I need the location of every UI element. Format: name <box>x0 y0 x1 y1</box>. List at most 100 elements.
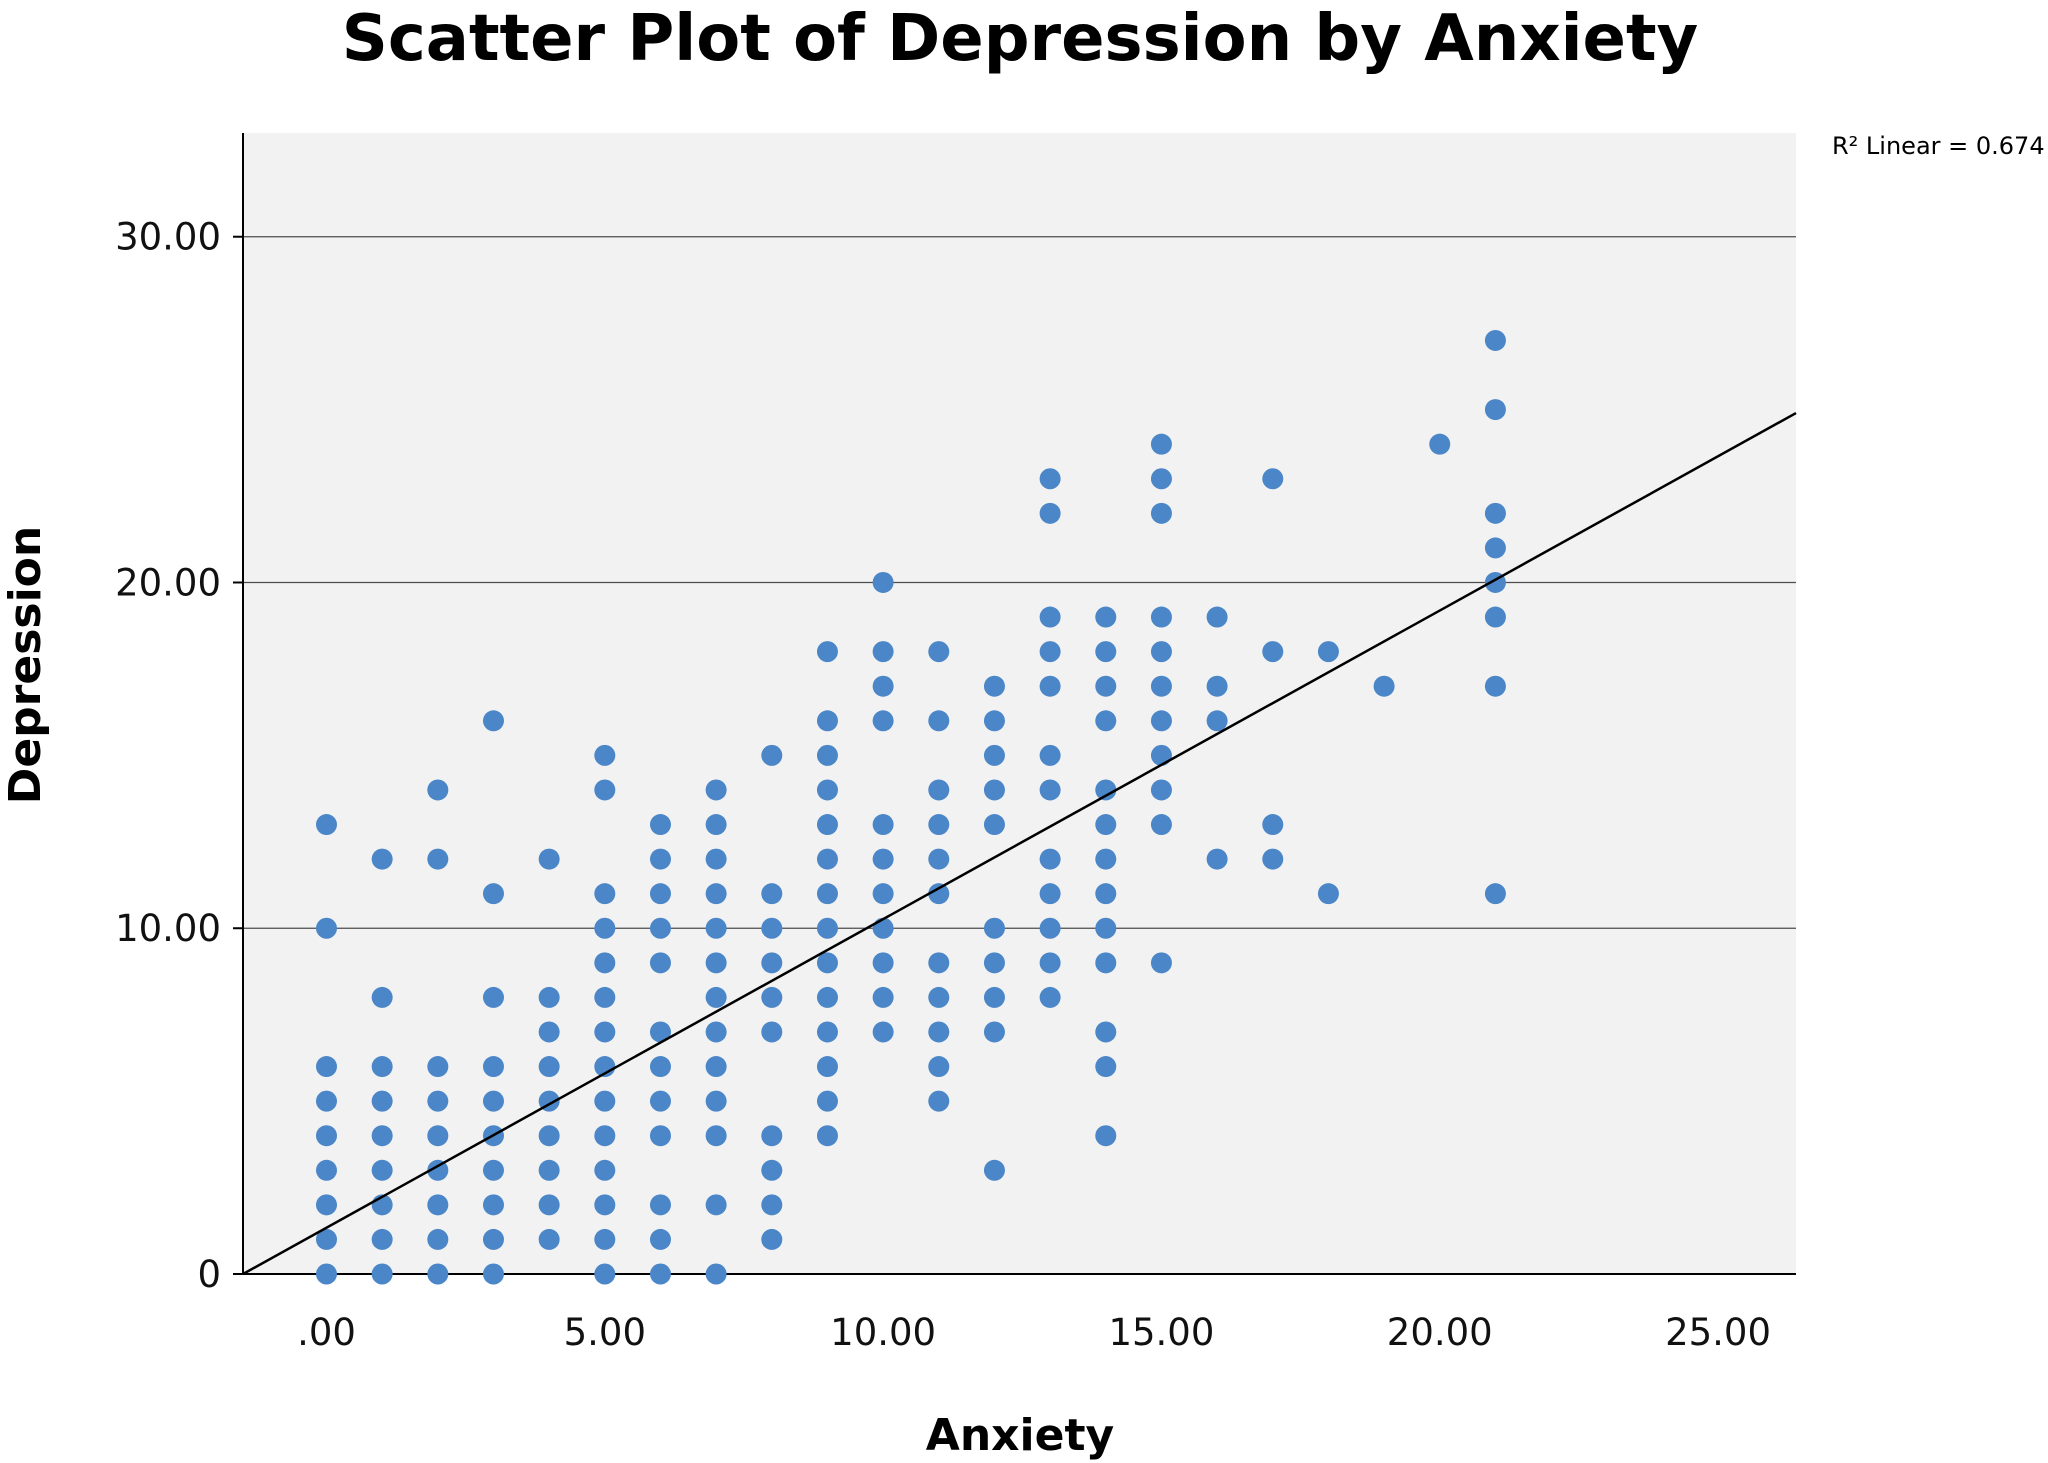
data-point <box>315 1125 337 1147</box>
data-point <box>983 1159 1005 1181</box>
data-point <box>538 1194 560 1216</box>
data-point <box>1150 744 1172 766</box>
data-point <box>983 710 1005 732</box>
data-point <box>816 744 838 766</box>
data-point <box>315 814 337 836</box>
data-point <box>371 1263 393 1285</box>
data-point <box>1039 502 1061 524</box>
data-point <box>1150 675 1172 697</box>
data-point <box>705 848 727 870</box>
data-point <box>649 1263 671 1285</box>
data-point <box>761 883 783 905</box>
data-point <box>427 1228 449 1250</box>
data-point <box>928 986 950 1008</box>
data-point <box>816 952 838 974</box>
data-point <box>983 1021 1005 1043</box>
data-point <box>371 848 393 870</box>
data-point <box>872 1021 894 1043</box>
data-point <box>427 848 449 870</box>
data-point <box>1206 606 1228 628</box>
data-point <box>1095 848 1117 870</box>
data-point <box>649 1228 671 1250</box>
x-tick-label: 25.00 <box>1665 1311 1771 1354</box>
plot-area <box>243 133 1796 1274</box>
data-point <box>872 710 894 732</box>
data-point <box>1206 848 1228 870</box>
data-point <box>928 952 950 974</box>
data-point <box>1317 883 1339 905</box>
x-axis-ticks: .00 5.00 10.00 15.00 20.00 25.00 <box>297 1311 1771 1354</box>
data-point <box>427 1125 449 1147</box>
data-point <box>705 814 727 836</box>
data-point <box>1373 675 1395 697</box>
data-point <box>816 848 838 870</box>
x-tick-label: 10.00 <box>830 1311 936 1354</box>
data-point <box>928 641 950 663</box>
data-point <box>315 1194 337 1216</box>
data-point <box>1039 917 1061 939</box>
data-point <box>872 675 894 697</box>
data-point <box>983 952 1005 974</box>
data-point <box>649 814 671 836</box>
data-point <box>928 848 950 870</box>
data-point <box>761 1159 783 1181</box>
data-point <box>538 848 560 870</box>
x-tick-label: 15.00 <box>1108 1311 1214 1354</box>
data-point <box>482 1194 504 1216</box>
chart-title: Scatter Plot of Depression by Anxiety <box>342 2 1699 76</box>
data-point <box>761 952 783 974</box>
data-point <box>1039 883 1061 905</box>
data-point <box>1150 502 1172 524</box>
data-point <box>1039 468 1061 490</box>
data-point <box>371 986 393 1008</box>
data-point <box>427 1194 449 1216</box>
data-point <box>816 710 838 732</box>
data-point <box>816 641 838 663</box>
data-point <box>1150 710 1172 732</box>
data-point <box>761 1194 783 1216</box>
data-point <box>538 1159 560 1181</box>
data-point <box>1039 986 1061 1008</box>
data-point <box>816 1021 838 1043</box>
data-point <box>482 710 504 732</box>
data-point <box>538 1021 560 1043</box>
data-point <box>761 1021 783 1043</box>
data-point <box>594 779 616 801</box>
data-point <box>761 986 783 1008</box>
data-point <box>928 710 950 732</box>
data-point <box>1095 952 1117 974</box>
data-point <box>1150 952 1172 974</box>
data-point <box>649 848 671 870</box>
data-point <box>538 986 560 1008</box>
data-point <box>816 779 838 801</box>
data-point <box>705 986 727 1008</box>
data-point <box>1484 537 1506 559</box>
data-point <box>1206 675 1228 697</box>
data-point <box>427 1056 449 1078</box>
data-point <box>705 1021 727 1043</box>
fit-line-r2-label: R² Linear = 0.674 <box>1832 132 2045 160</box>
data-point <box>872 952 894 974</box>
data-point <box>482 1263 504 1285</box>
data-point <box>315 1159 337 1181</box>
data-point <box>1095 606 1117 628</box>
data-point <box>538 1056 560 1078</box>
data-point <box>1095 814 1117 836</box>
data-point <box>983 744 1005 766</box>
data-point <box>928 779 950 801</box>
data-point <box>594 744 616 766</box>
data-point <box>1095 1125 1117 1147</box>
data-point <box>928 814 950 836</box>
y-axis-label: Depression <box>0 526 51 804</box>
data-point <box>705 917 727 939</box>
y-tick-label: 0 <box>197 1253 221 1296</box>
data-point <box>427 779 449 801</box>
data-point <box>1150 814 1172 836</box>
data-point <box>816 883 838 905</box>
data-point <box>1262 468 1284 490</box>
data-point <box>872 571 894 593</box>
data-point <box>1150 433 1172 455</box>
x-tick-label: .00 <box>297 1311 356 1354</box>
data-point <box>371 1056 393 1078</box>
